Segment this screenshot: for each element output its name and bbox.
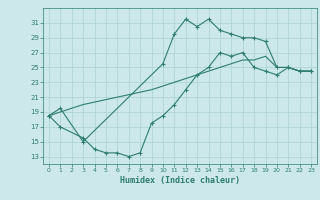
X-axis label: Humidex (Indice chaleur): Humidex (Indice chaleur) <box>120 176 240 185</box>
